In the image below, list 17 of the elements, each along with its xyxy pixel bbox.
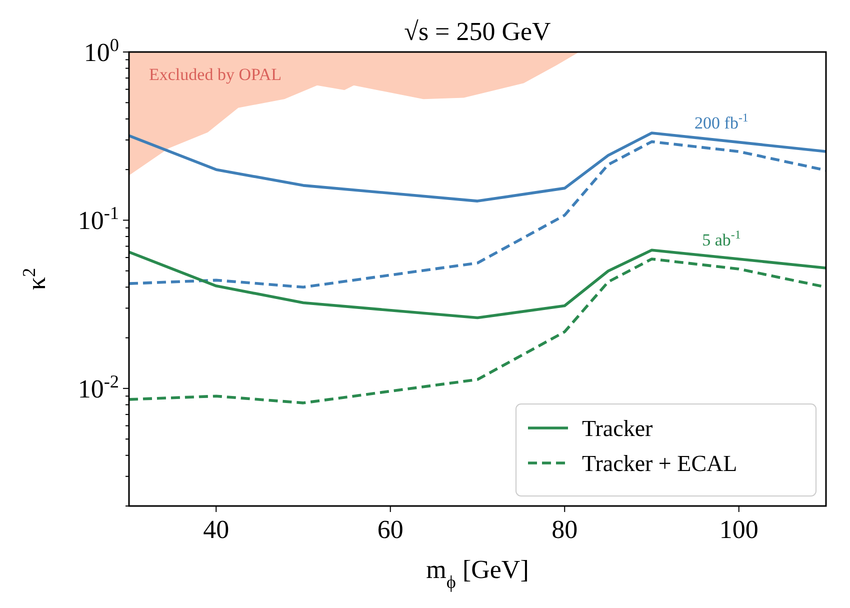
x-tick-label: 80 xyxy=(552,515,578,544)
x-axis-title: m$_{ϕ}$ [GeV] xyxy=(426,555,529,592)
x-tick-label: 60 xyxy=(377,515,404,544)
y-tick-label: 10$^{-2}$ xyxy=(78,371,119,404)
annotation: 200 fb$^{-1}$ xyxy=(694,110,748,132)
annotation: 5 ab$^{-1}$ xyxy=(702,227,741,250)
line-series xyxy=(128,248,828,320)
legend-label: Tracker + ECAL xyxy=(582,451,738,476)
x-tick-label: 40 xyxy=(203,515,230,544)
y-tick-label: 10$^{-1}$ xyxy=(78,203,119,236)
series-label: Excluded by OPAL xyxy=(149,65,282,84)
x-tick-label: 100 xyxy=(719,515,758,544)
line-series xyxy=(128,140,828,289)
legend-label: Tracker xyxy=(582,416,654,441)
line-series xyxy=(128,132,828,202)
chart-title: √s = 250 GeV xyxy=(404,17,552,46)
y-tick-label: 10$^{0}$ xyxy=(84,35,119,67)
